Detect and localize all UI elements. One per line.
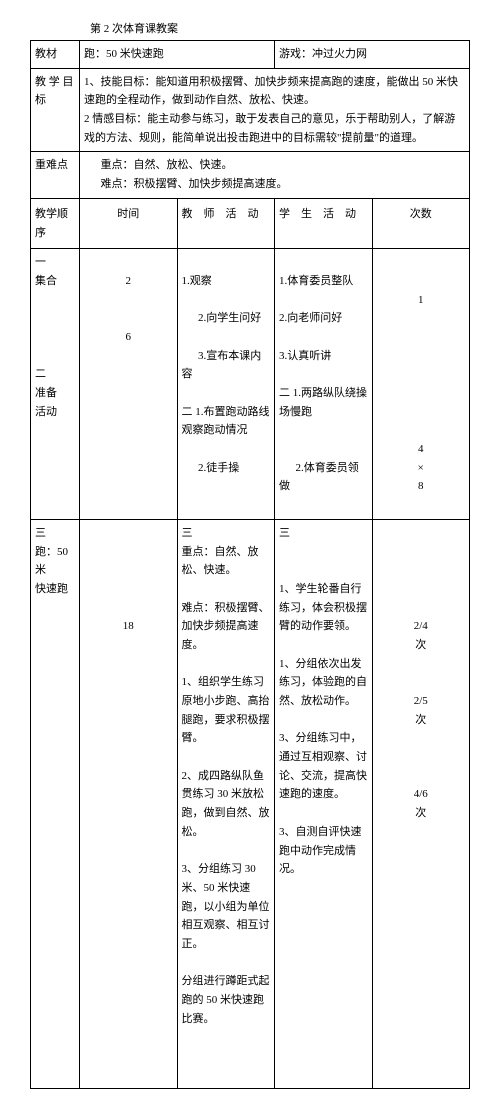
t2-act-1: 1、组织学生练习原地小步跑、高抬腿跑，要求积极摆臂。 [182, 673, 271, 748]
time-3: 18 [84, 617, 173, 636]
goal-line-1: 1、技能目标：能知道用积极摆臂、加快步频来提高跑的速度，能做出 50 米快速跑的… [84, 73, 465, 110]
cnt-2b: 8 [377, 477, 466, 496]
seq-block-2: 三 跑：50 米 快速跑 [31, 519, 80, 1089]
t-act-2: 2.向学生问好 [182, 309, 271, 328]
cnt-5: 4/6 [377, 785, 466, 804]
keypoints-text: 重点：自然、放松、快速。 难点：积极摆臂、加快步频提高速度。 [80, 152, 470, 198]
t2-act-3: 3、分组练习 30 米、50 米快速跑，以小组为单位相互观察、相互讨正。 [182, 860, 271, 953]
count-block-2: 2/4 次 2/5 次 4/6 次 [372, 519, 470, 1089]
seq-2: 二 [35, 365, 75, 384]
t-act-1: 1.观察 [182, 272, 271, 291]
seq-1: 一 [35, 253, 75, 272]
cnt-2x: × [377, 459, 466, 478]
seq-1b: 集合 [35, 272, 75, 291]
time-2: 6 [84, 328, 173, 347]
hdr-teacher: 教 师 活 动 [177, 198, 275, 248]
row-block-1: 一 集合 二 准备 活动 2 6 1.观察 2.向学生问好 3.宣布本课内容 二… [31, 249, 470, 520]
label-goals: 教 学 目标 [31, 68, 80, 152]
t2-act-4: 分组进行蹲距式起跑的 50 米快速跑比赛。 [182, 972, 271, 1028]
goals-text: 1、技能目标：能知道用积极摆臂、加快步频来提高跑的速度，能做出 50 米快速跑的… [80, 68, 470, 152]
s-act-4: 二 1.两路纵队绕操场慢跑 [279, 384, 368, 421]
hdr-count: 次数 [372, 198, 470, 248]
cnt-3b: 次 [377, 636, 466, 655]
cnt-4: 2/5 [377, 692, 466, 711]
hdr-student: 学 生 活 动 [275, 198, 373, 248]
seq-3b: 跑：50 米 [35, 543, 75, 580]
material-game: 游戏：冲过火力网 [275, 41, 470, 69]
s-act-2: 2.向老师问好 [279, 309, 368, 328]
teacher-block-1: 1.观察 2.向学生问好 3.宣布本课内容 二 1.布置跑动路线 观察跑动情况 … [177, 249, 275, 520]
hdr-time: 时间 [80, 198, 178, 248]
t2-key1: 重点：自然、放松、快速。 [182, 543, 271, 580]
time-1: 2 [84, 272, 173, 291]
s2-act-4: 3、自测自评快速跑中动作完成情况。 [279, 823, 368, 879]
row-block-2: 三 跑：50 米 快速跑 18 三 重点：自然、放松、快速。 难点：积极摆臂、加… [31, 519, 470, 1089]
s2-act-2: 1、分组依次出发练习，体验跑的自然、放松动作。 [279, 655, 368, 711]
t-act-3: 3.宣布本课内容 [182, 347, 271, 384]
row-goals: 教 学 目标 1、技能目标：能知道用积极摆臂、加快步频来提高跑的速度，能做出 5… [31, 68, 470, 152]
cnt-2: 4 [377, 440, 466, 459]
s-act-1: 1.体育委员整队 [279, 272, 368, 291]
s2-hdr: 三 [279, 524, 368, 543]
s2-act-1: 1、学生轮番自行练习，体会积极摆臂的动作要领。 [279, 580, 368, 636]
student-block-2: 三 1、学生轮番自行练习，体会积极摆臂的动作要领。 1、分组依次出发练习，体验跑… [275, 519, 373, 1089]
t-act-5: 观察跑动情况 [182, 421, 271, 440]
seq-2b: 准备 [35, 384, 75, 403]
cnt-3: 2/4 [377, 617, 466, 636]
row-keypoints: 重难点 重点：自然、放松、快速。 难点：积极摆臂、加快步频提高速度。 [31, 152, 470, 198]
cnt-4b: 次 [377, 711, 466, 730]
t-act-6: 2.徒手操 [182, 459, 271, 478]
t2-hdr: 三 [182, 524, 271, 543]
seq-block-1: 一 集合 二 准备 活动 [31, 249, 80, 520]
key-line-2: 难点：积极摆臂、加快步频提高速度。 [84, 175, 465, 194]
hdr-seq: 教学顺序 [31, 198, 80, 248]
count-block-1: 1 4 × 8 [372, 249, 470, 520]
t-act-4: 二 1.布置跑动路线 [182, 403, 271, 422]
goal-line-2: 2 情感目标：能主动参与练习，敢于发表自己的意见，乐于帮助别人，了解游戏的方法、… [84, 110, 465, 147]
key-line-1: 重点：自然、放松、快速。 [84, 156, 465, 175]
doc-title: 第 2 次体育课教案 [90, 20, 470, 36]
time-block-2: 18 [80, 519, 178, 1089]
label-keypoints: 重难点 [31, 152, 80, 198]
lesson-plan-table: 教材 跑：50 米快速跑 游戏：冲过火力网 教 学 目标 1、技能目标：能知道用… [30, 40, 470, 1089]
cnt-1: 1 [377, 291, 466, 310]
material-run: 跑：50 米快速跑 [80, 41, 275, 69]
row-material: 教材 跑：50 米快速跑 游戏：冲过火力网 [31, 41, 470, 69]
seq-2c: 活动 [35, 403, 75, 422]
t2-act-2: 2、成四路纵队鱼贯练习 30 米放松跑，做到自然、放松。 [182, 767, 271, 842]
cnt-5b: 次 [377, 804, 466, 823]
s-act-5: 2.体育委员领做 [279, 459, 368, 496]
label-material: 教材 [31, 41, 80, 69]
teacher-block-2: 三 重点：自然、放松、快速。 难点：积极摆臂、加快步频提高速度。 1、组织学生练… [177, 519, 275, 1089]
seq-3: 三 [35, 524, 75, 543]
s-act-3: 3.认真听讲 [279, 347, 368, 366]
student-block-1: 1.体育委员整队 2.向老师问好 3.认真听讲 二 1.两路纵队绕操场慢跑 2.… [275, 249, 373, 520]
row-header: 教学顺序 时间 教 师 活 动 学 生 活 动 次数 [31, 198, 470, 248]
s2-act-3: 3、分组练习中，通过互相观察、讨论、交流，提高快速跑的速度。 [279, 729, 368, 804]
t2-key2: 难点：积极摆臂、加快步频提高速度。 [182, 599, 271, 655]
seq-3c: 快速跑 [35, 580, 75, 599]
time-block-1: 2 6 [80, 249, 178, 520]
